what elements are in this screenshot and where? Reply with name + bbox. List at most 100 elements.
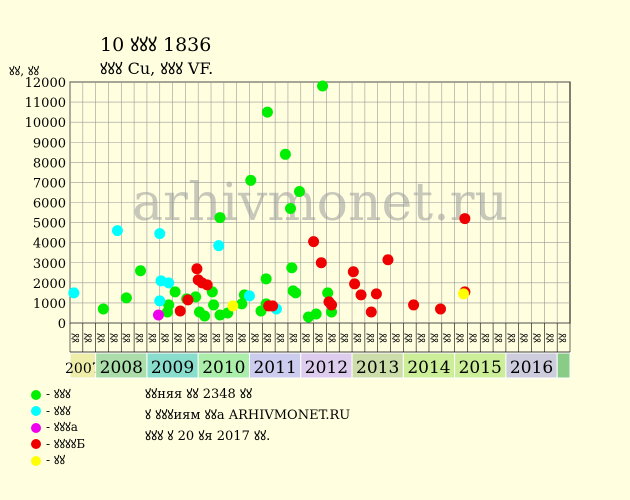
data-point	[260, 273, 272, 285]
data-point	[163, 277, 175, 289]
year-cell	[248, 352, 302, 379]
y-tick-label: 4000	[33, 237, 66, 252]
data-point	[322, 287, 334, 299]
year-cell	[556, 352, 571, 379]
info-line: ꙋꙋꙋ ꙋ 20 ꙋя 2017 ꙋꙋ.	[145, 429, 271, 444]
quarter-label: ꙋꙋ	[507, 333, 518, 343]
quarter-label: ꙋꙋ	[276, 333, 287, 343]
legend-item: - ꙋꙋꙋ	[31, 385, 71, 402]
year-cell	[146, 352, 199, 379]
y-tick-label: 0	[58, 317, 66, 332]
data-point	[236, 298, 248, 310]
quarter-label: ꙋꙋ	[289, 333, 300, 343]
quarter-label: ꙋꙋ	[417, 333, 428, 343]
legend-item: - ꙋꙋꙋꙋБ	[31, 435, 85, 452]
watermark: arhivmonet.ru	[132, 173, 508, 233]
year-label: 2016	[510, 358, 553, 378]
quarter-label: ꙋꙋ	[71, 333, 82, 343]
quarter-label: ꙋꙋ	[545, 333, 556, 343]
quarter-label: ꙋꙋ	[135, 333, 146, 343]
year-label: 2015	[459, 358, 502, 378]
legend-marker	[31, 422, 41, 433]
quarter-label: ꙋꙋ	[456, 333, 467, 343]
legend-marker	[31, 455, 41, 466]
data-point	[154, 228, 166, 240]
year-label: 2008	[100, 358, 143, 378]
chart-subtitle: ꙋꙋꙋ Cu, ꙋꙋꙋ VF.	[100, 59, 214, 78]
quarter-label: ꙋꙋ	[250, 333, 261, 343]
quarter-label: ꙋꙋ	[494, 333, 505, 343]
legend-label: - ꙋꙋꙋꙋБ	[46, 436, 86, 451]
quarter-label: ꙋꙋ	[379, 333, 390, 343]
data-point	[120, 292, 132, 304]
year-label: 2013	[356, 358, 399, 378]
data-point	[201, 279, 213, 291]
quarter-label: ꙋꙋ	[186, 333, 197, 343]
data-point	[214, 212, 226, 224]
data-point	[370, 288, 382, 300]
data-point	[169, 286, 181, 298]
quarter-label: ꙋꙋ	[391, 333, 402, 343]
data-point	[347, 266, 359, 278]
data-point	[227, 300, 239, 312]
quarter-label: ꙋꙋ	[520, 333, 531, 343]
legend-label: - ꙋꙋꙋ	[46, 387, 71, 401]
data-point	[174, 305, 186, 317]
quarter-label: ꙋꙋ	[173, 333, 184, 343]
legend-marker	[31, 406, 41, 416]
data-point	[243, 290, 255, 302]
data-point	[365, 306, 377, 318]
quarter-label: ꙋꙋ	[161, 333, 172, 343]
data-point	[199, 310, 211, 322]
info-line: ꙋꙋняя ꙋꙋ 2348 ꙋꙋ	[145, 387, 253, 402]
data-point	[315, 257, 327, 269]
data-point	[97, 303, 109, 315]
data-point	[290, 287, 302, 299]
y-tick-label: 9000	[33, 136, 66, 151]
legend-label: - ꙋꙋꙋ	[46, 403, 71, 418]
quarter-label: ꙋꙋ	[199, 333, 210, 343]
data-point	[135, 265, 147, 277]
data-point	[458, 288, 470, 300]
legend-marker	[31, 389, 41, 400]
data-point	[293, 185, 305, 197]
y-tick-label: 1000	[33, 297, 66, 312]
data-point	[191, 263, 203, 275]
quarter-label: ꙋꙋ	[122, 333, 133, 343]
y-tick-label: 8000	[33, 156, 66, 171]
info-line: ꙋ ꙋꙋꙋиям ꙋꙋa ARHIVMONET.RU	[145, 408, 351, 423]
year-label: 2010	[202, 358, 245, 378]
quarter-label: ꙋꙋ	[327, 333, 338, 343]
y-tick-label: 6000	[33, 197, 66, 212]
data-point	[310, 308, 322, 320]
data-point	[68, 287, 80, 299]
data-point	[261, 106, 273, 118]
data-point	[213, 240, 225, 252]
year-cell	[351, 352, 404, 379]
year-cell	[505, 352, 558, 379]
quarter-label: ꙋꙋ	[109, 333, 120, 343]
quarter-label: ꙋꙋ	[97, 333, 108, 343]
legend-marker	[31, 439, 41, 449]
data-point	[154, 295, 166, 307]
year-label: 2009	[151, 358, 194, 378]
year-cell	[197, 352, 250, 379]
data-point	[317, 80, 329, 92]
data-point	[355, 289, 367, 301]
data-point	[267, 300, 279, 312]
chart-title: 10 ꙋꙋꙋ 1836	[100, 34, 212, 56]
y-tick-label: 3000	[33, 257, 66, 272]
data-point	[382, 254, 394, 266]
quarter-label: ꙋꙋ	[366, 333, 377, 343]
data-point	[285, 203, 297, 215]
year-label: 2014	[407, 358, 450, 378]
quarter-label: ꙋꙋ	[443, 333, 454, 343]
quarter-label: ꙋꙋ	[481, 333, 492, 343]
quarter-label: ꙋꙋ	[148, 333, 159, 343]
data-point	[152, 309, 164, 321]
legend-label: - ꙋꙋꙋa	[46, 420, 78, 434]
quarter-label: ꙋꙋ	[212, 333, 223, 343]
year-label: 2007	[65, 361, 101, 377]
legend-label: - ꙋꙋ	[46, 453, 66, 467]
